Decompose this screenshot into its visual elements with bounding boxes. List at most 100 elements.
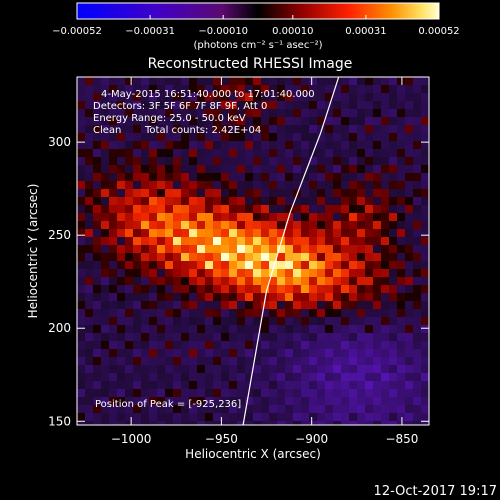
- heatmap-pixel: [405, 421, 414, 425]
- heatmap-pixel: [317, 277, 326, 286]
- heatmap-pixel: [381, 101, 390, 110]
- heatmap-pixel: [149, 125, 158, 134]
- heatmap-pixel: [125, 93, 134, 102]
- heatmap-pixel: [125, 221, 134, 230]
- heatmap-pixel: [197, 149, 206, 158]
- heatmap-pixel: [205, 301, 214, 310]
- heatmap-pixel: [189, 237, 198, 246]
- heatmap-pixel: [365, 245, 374, 254]
- heatmap-pixel: [109, 117, 118, 126]
- heatmap-pixel: [421, 421, 429, 425]
- heatmap-pixel: [109, 365, 118, 374]
- heatmap-pixel: [405, 125, 414, 134]
- heatmap-pixel: [365, 101, 374, 110]
- heatmap-pixel: [405, 405, 414, 414]
- heatmap-pixel: [413, 93, 422, 102]
- heatmap-pixel: [133, 181, 142, 190]
- heatmap-pixel: [197, 77, 206, 86]
- heatmap-pixel: [365, 85, 374, 94]
- heatmap-pixel: [141, 325, 150, 334]
- heatmap-pixel: [109, 253, 118, 262]
- heatmap-pixel: [189, 261, 198, 270]
- heatmap-pixel: [381, 149, 390, 158]
- heatmap-pixel: [205, 341, 214, 350]
- heatmap-pixel: [317, 157, 326, 166]
- heatmap-pixel: [277, 165, 286, 174]
- heatmap-pixel: [125, 117, 134, 126]
- heatmap-pixel: [85, 157, 94, 166]
- heatmap-pixel: [373, 309, 382, 318]
- heatmap-pixel: [293, 397, 302, 406]
- heatmap-pixel: [109, 277, 118, 286]
- heatmap-pixel: [381, 237, 390, 246]
- heatmap-pixel: [245, 197, 254, 206]
- heatmap-pixel: [101, 189, 110, 198]
- heatmap-pixel: [413, 317, 422, 326]
- heatmap-pixel: [389, 221, 398, 230]
- heatmap-pixel: [101, 413, 110, 422]
- heatmap-pixel: [317, 213, 326, 222]
- heatmap-pixel: [125, 373, 134, 382]
- heatmap-pixel: [317, 149, 326, 158]
- heatmap-pixel: [77, 253, 86, 262]
- heatmap-pixel: [381, 189, 390, 198]
- heatmap-pixel: [165, 173, 174, 182]
- heatmap-pixel: [325, 149, 334, 158]
- heatmap-pixel: [285, 349, 294, 358]
- heatmap-pixel: [221, 253, 230, 262]
- heatmap-pixel: [173, 205, 182, 214]
- heatmap-pixel: [341, 317, 350, 326]
- heatmap-pixel: [261, 141, 270, 150]
- heatmap-pixel: [101, 229, 110, 238]
- heatmap-pixel: [213, 293, 222, 302]
- heatmap-pixel: [317, 261, 326, 270]
- heatmap-pixel: [293, 309, 302, 318]
- heatmap-pixel: [365, 405, 374, 414]
- heatmap-pixel: [389, 117, 398, 126]
- heatmap-pixel: [101, 213, 110, 222]
- heatmap-pixel: [245, 381, 254, 390]
- heatmap-pixel: [93, 421, 102, 425]
- heatmap-pixel: [309, 365, 318, 374]
- heatmap-pixel: [189, 173, 198, 182]
- heatmap-pixel: [229, 77, 238, 86]
- heatmap-pixel: [389, 229, 398, 238]
- heatmap-pixel: [357, 229, 366, 238]
- heatmap-pixel: [141, 85, 150, 94]
- heatmap-pixel: [181, 341, 190, 350]
- heatmap-pixel: [77, 405, 86, 414]
- heatmap-pixel: [381, 381, 390, 390]
- heatmap-pixel: [181, 165, 190, 174]
- heatmap-pixel: [357, 293, 366, 302]
- heatmap-pixel: [133, 285, 142, 294]
- heatmap-pixel: [405, 117, 414, 126]
- heatmap-pixel: [149, 117, 158, 126]
- heatmap-pixel: [389, 405, 398, 414]
- heatmap-pixel: [181, 405, 190, 414]
- heatmap-pixel: [101, 173, 110, 182]
- heatmap-pixel: [325, 77, 334, 86]
- heatmap-pixel: [357, 237, 366, 246]
- heatmap-pixel: [341, 85, 350, 94]
- heatmap-pixel: [173, 237, 182, 246]
- heatmap-pixel: [189, 389, 198, 398]
- heatmap-pixel: [157, 101, 166, 110]
- heatmap-pixel: [285, 77, 294, 86]
- heatmap-pixel: [197, 109, 206, 118]
- heatmap-pixel: [197, 285, 206, 294]
- heatmap-pixel: [405, 173, 414, 182]
- heatmap-pixel: [245, 229, 254, 238]
- heatmap-pixel: [349, 149, 358, 158]
- heatmap-pixel: [157, 293, 166, 302]
- heatmap-pixel: [277, 93, 286, 102]
- heatmap-pixel: [293, 277, 302, 286]
- heatmap-pixel: [213, 173, 222, 182]
- heatmap-pixel: [77, 317, 86, 326]
- heatmap-pixel: [309, 237, 318, 246]
- heatmap-pixel: [293, 381, 302, 390]
- heatmap-pixel: [221, 381, 230, 390]
- y-tick-label: 200: [48, 321, 71, 335]
- heatmap-pixel: [141, 181, 150, 190]
- heatmap-pixel: [133, 301, 142, 310]
- heatmap-pixel: [389, 253, 398, 262]
